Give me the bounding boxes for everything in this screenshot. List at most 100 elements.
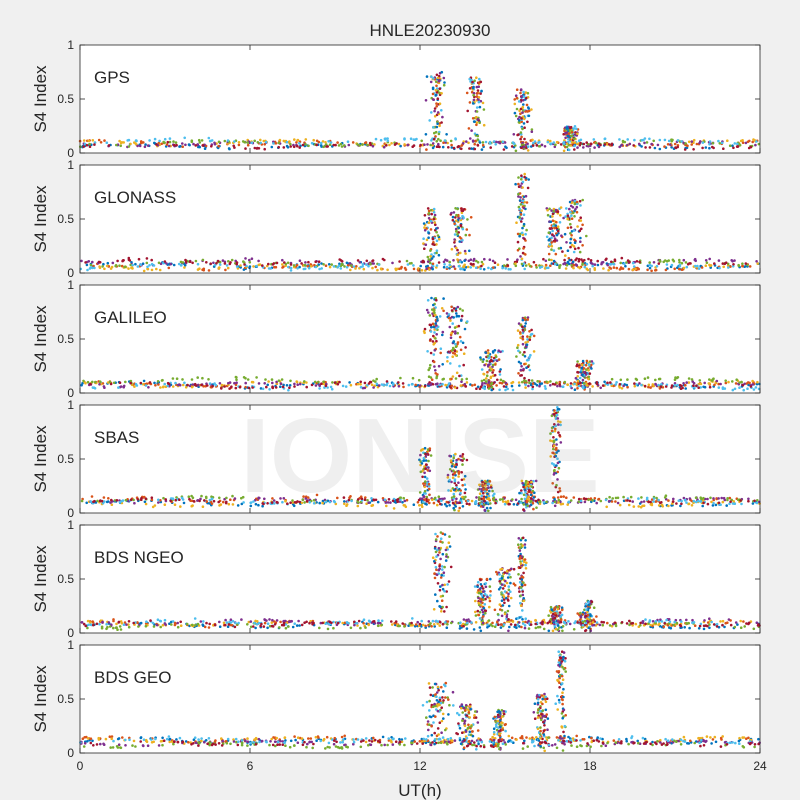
data-point	[490, 267, 493, 271]
data-point	[385, 380, 389, 383]
data-point	[433, 349, 437, 352]
data-point	[451, 322, 455, 325]
data-point	[714, 503, 718, 507]
data-point	[244, 257, 247, 260]
data-point	[659, 260, 662, 263]
data-point	[579, 216, 582, 219]
data-point	[517, 182, 520, 186]
data-point	[526, 318, 529, 321]
data-point	[476, 134, 480, 138]
data-point	[743, 625, 746, 628]
data-point	[424, 624, 427, 628]
data-point	[455, 312, 458, 315]
data-point	[569, 226, 573, 229]
data-point	[348, 262, 352, 265]
data-point	[426, 350, 429, 353]
data-point	[86, 626, 89, 630]
data-point	[456, 248, 459, 252]
data-point	[218, 504, 221, 507]
data-point	[200, 139, 204, 142]
data-point	[235, 265, 239, 268]
data-point	[733, 142, 737, 145]
data-point	[605, 143, 609, 146]
data-point	[142, 382, 145, 386]
data-point	[100, 499, 104, 503]
data-point	[136, 144, 139, 148]
data-point	[336, 141, 339, 144]
data-point	[717, 386, 721, 389]
data-point	[452, 259, 455, 262]
data-point	[633, 382, 636, 385]
data-point	[583, 258, 586, 262]
data-point	[460, 314, 464, 318]
data-point	[597, 145, 601, 149]
data-point	[364, 626, 367, 629]
data-point	[576, 225, 579, 228]
data-point	[163, 503, 167, 507]
data-point	[452, 340, 455, 344]
data-point	[190, 140, 194, 144]
data-point	[668, 620, 672, 623]
data-point	[569, 382, 573, 385]
data-point	[293, 138, 296, 141]
data-point	[456, 232, 459, 236]
data-point	[266, 626, 269, 630]
data-point	[491, 371, 494, 374]
data-point	[117, 386, 120, 389]
data-point	[159, 386, 162, 389]
data-point	[683, 498, 687, 502]
data-point	[682, 382, 685, 385]
data-point	[556, 225, 560, 228]
data-point	[465, 140, 468, 143]
y-tick-label: 0.5	[57, 452, 74, 466]
data-point	[425, 75, 429, 78]
data-point	[692, 148, 695, 151]
data-point	[646, 376, 650, 379]
data-point	[534, 263, 538, 267]
data-point	[560, 234, 563, 237]
data-point	[522, 103, 525, 106]
data-point	[734, 382, 738, 385]
data-point	[255, 376, 258, 379]
data-point	[667, 504, 670, 508]
data-point	[699, 382, 703, 386]
constellation-label: GALILEO	[94, 308, 167, 327]
data-point	[565, 263, 569, 267]
data-point	[268, 388, 271, 391]
data-point	[502, 385, 506, 388]
data-point	[450, 331, 453, 335]
data-point	[278, 626, 281, 629]
data-point	[573, 247, 577, 251]
data-point	[427, 221, 431, 225]
data-point	[386, 137, 389, 140]
data-point	[459, 267, 463, 270]
data-point	[653, 146, 657, 150]
data-point	[284, 626, 288, 630]
data-point	[431, 142, 435, 145]
data-point	[498, 381, 502, 385]
data-point	[511, 620, 515, 623]
data-point	[437, 137, 440, 141]
data-point	[161, 623, 165, 627]
data-point	[487, 351, 490, 355]
data-point	[179, 624, 183, 627]
data-point	[708, 143, 711, 146]
data-point	[692, 384, 695, 388]
data-point	[593, 146, 596, 149]
data-point	[735, 378, 738, 382]
data-point	[412, 267, 416, 271]
data-point	[245, 264, 248, 268]
data-point	[449, 319, 452, 322]
data-point	[165, 262, 168, 265]
data-point	[98, 622, 101, 626]
data-point	[327, 140, 330, 143]
data-point	[130, 261, 133, 264]
data-point	[519, 137, 522, 141]
data-point	[663, 145, 666, 148]
data-point	[380, 383, 384, 386]
data-point	[362, 267, 366, 271]
data-point	[657, 383, 660, 387]
data-point	[433, 213, 437, 217]
data-point	[573, 382, 576, 386]
data-point	[167, 144, 171, 148]
